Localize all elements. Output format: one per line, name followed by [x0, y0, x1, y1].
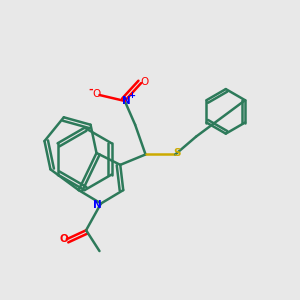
Text: O: O: [92, 88, 101, 98]
Text: N: N: [93, 200, 102, 210]
Text: -: -: [88, 85, 93, 95]
Text: +: +: [128, 91, 135, 100]
Text: N: N: [122, 96, 130, 106]
Text: O: O: [59, 234, 68, 244]
Text: O: O: [140, 76, 149, 87]
Text: S: S: [173, 148, 181, 158]
